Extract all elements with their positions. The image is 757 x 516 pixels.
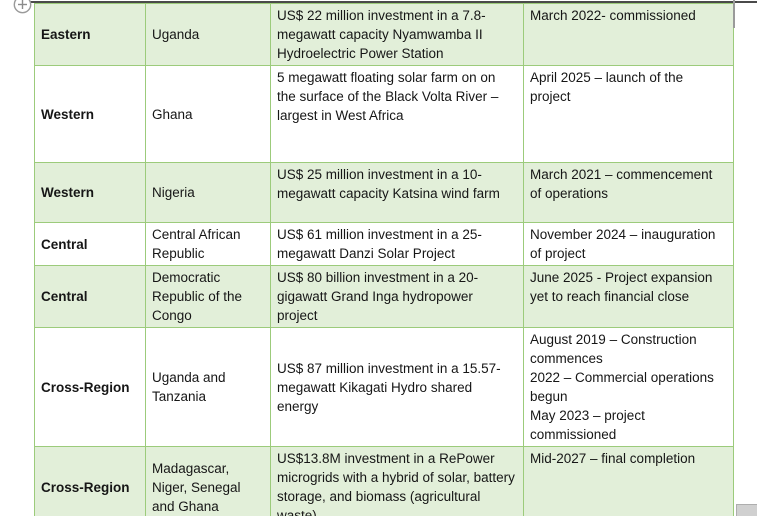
page-edge-line	[733, 0, 735, 28]
table-select-handle-icon[interactable]	[13, 0, 32, 14]
cell-region[interactable]: Cross-Region	[34, 446, 146, 516]
table-row: Eastern Uganda US$ 22 million investment…	[34, 3, 734, 66]
cell-region[interactable]: Western	[34, 162, 146, 223]
cell-timeline[interactable]: March 2021 – commencement of operations	[523, 162, 734, 223]
cell-country[interactable]: Madagascar, Niger, Senegal and Ghana	[145, 446, 271, 516]
cell-investment[interactable]: US$ 87 million investment in a 15.57-meg…	[270, 327, 524, 447]
cell-investment[interactable]: US$ 22 million investment in a 7.8-megaw…	[270, 3, 524, 66]
table-row: Western Ghana 5 megawatt floating solar …	[34, 65, 734, 163]
cell-investment[interactable]: US$ 80 billion investment in a 20-gigawa…	[270, 265, 524, 328]
energy-investments-table: Eastern Uganda US$ 22 million investment…	[34, 3, 734, 516]
cell-investment[interactable]: US$ 25 million investment in a 10-megawa…	[270, 162, 524, 223]
cell-timeline[interactable]: June 2025 - Project expansion yet to rea…	[523, 265, 734, 328]
cell-timeline[interactable]: August 2019 – Construction commences 202…	[523, 327, 734, 447]
top-border-line	[30, 1, 757, 3]
cell-region[interactable]: Eastern	[34, 3, 146, 66]
cell-investment[interactable]: US$13.8M investment in a RePower microgr…	[270, 446, 524, 516]
cell-country[interactable]: Uganda and Tanzania	[145, 327, 271, 447]
table-row: Central Democratic Republic of the Congo…	[34, 265, 734, 328]
table-row: Cross-Region Uganda and Tanzania US$ 87 …	[34, 327, 734, 447]
cell-region[interactable]: Western	[34, 65, 146, 163]
cell-country[interactable]: Nigeria	[145, 162, 271, 223]
cell-timeline[interactable]: March 2022- commissioned	[523, 3, 734, 66]
cell-timeline[interactable]: November 2024 – inauguration of project	[523, 222, 734, 266]
scrollbar-corner	[736, 504, 757, 516]
cell-country[interactable]: Ghana	[145, 65, 271, 163]
table-row: Central Central African Republic US$ 61 …	[34, 222, 734, 266]
cell-country[interactable]: Democratic Republic of the Congo	[145, 265, 271, 328]
cell-region[interactable]: Central	[34, 222, 146, 266]
cell-region[interactable]: Cross-Region	[34, 327, 146, 447]
cell-timeline[interactable]: Mid-2027 – final completion	[523, 446, 734, 516]
cell-investment[interactable]: 5 megawatt floating solar farm on on the…	[270, 65, 524, 163]
cell-country[interactable]: Central African Republic	[145, 222, 271, 266]
cell-investment[interactable]: US$ 61 million investment in a 25-megawa…	[270, 222, 524, 266]
table-row: Western Nigeria US$ 25 million investmen…	[34, 162, 734, 223]
table-row: Cross-Region Madagascar, Niger, Senegal …	[34, 446, 734, 516]
cell-country[interactable]: Uganda	[145, 3, 271, 66]
cell-region[interactable]: Central	[34, 265, 146, 328]
cell-timeline[interactable]: April 2025 – launch of the project	[523, 65, 734, 163]
